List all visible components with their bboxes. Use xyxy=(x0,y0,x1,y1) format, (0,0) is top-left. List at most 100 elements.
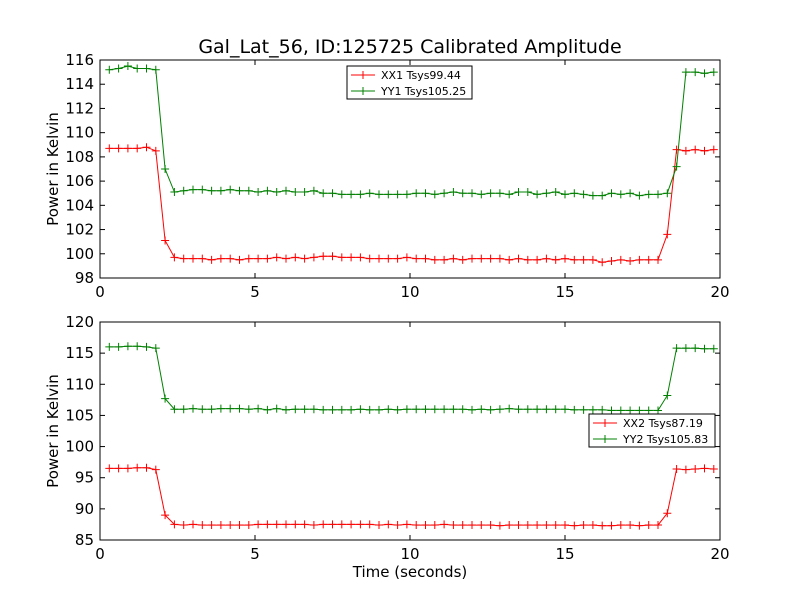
data-point xyxy=(207,255,216,264)
data-point xyxy=(244,521,253,530)
data-point xyxy=(105,144,114,153)
data-point xyxy=(654,406,662,415)
data-point xyxy=(291,405,300,414)
data-point xyxy=(151,65,160,74)
data-point xyxy=(486,521,495,530)
data-point xyxy=(607,521,616,530)
data-point xyxy=(700,69,709,78)
data-point xyxy=(663,189,672,198)
data-point xyxy=(607,189,616,198)
data-point xyxy=(477,254,486,263)
data-point xyxy=(142,64,151,73)
data-point xyxy=(654,521,662,530)
data-point xyxy=(179,521,188,530)
data-point xyxy=(542,189,551,198)
data-point xyxy=(533,190,542,199)
data-point xyxy=(542,254,551,263)
data-point xyxy=(486,405,495,414)
y-tick-label: 102 xyxy=(65,221,94,239)
data-point xyxy=(570,405,579,414)
y-tick-label: 104 xyxy=(65,196,94,214)
data-point xyxy=(263,405,272,414)
data-point xyxy=(207,186,216,195)
x-tick-label: 10 xyxy=(400,283,419,301)
data-point xyxy=(672,344,681,353)
y-axis-label: Power in Kelvin xyxy=(44,112,62,226)
data-point xyxy=(226,185,235,194)
data-point xyxy=(216,404,225,413)
data-point xyxy=(533,255,542,264)
x-tick-label: 5 xyxy=(250,545,260,563)
data-point xyxy=(505,190,514,199)
data-point xyxy=(635,255,644,264)
data-point xyxy=(291,520,300,529)
data-point xyxy=(579,405,588,414)
y-tick-label: 110 xyxy=(65,375,94,393)
data-point xyxy=(468,521,476,530)
data-point xyxy=(254,404,263,413)
y-tick-label: 100 xyxy=(65,245,94,263)
data-point xyxy=(337,520,346,529)
data-point xyxy=(244,254,253,263)
data-point xyxy=(495,405,504,414)
data-point xyxy=(635,406,644,415)
data-point xyxy=(179,254,188,263)
data-point xyxy=(570,521,579,530)
data-point xyxy=(216,521,225,530)
data-point xyxy=(133,342,142,351)
data-point xyxy=(709,464,718,473)
data-point xyxy=(328,252,337,261)
legend-box xyxy=(588,413,716,448)
data-point xyxy=(421,254,430,263)
data-point xyxy=(254,520,263,529)
data-point xyxy=(440,255,449,264)
data-point xyxy=(421,189,430,198)
data-point xyxy=(412,254,421,263)
data-point xyxy=(151,465,160,474)
data-point xyxy=(161,394,170,403)
chart-title: Gal_Lat_56, ID:125725 Calibrated Amplitu… xyxy=(198,36,621,58)
data-point xyxy=(393,405,402,414)
data-point xyxy=(123,342,132,351)
data-point xyxy=(458,189,467,198)
data-point xyxy=(607,406,616,415)
data-point xyxy=(179,405,188,414)
data-point xyxy=(458,405,467,414)
data-point xyxy=(365,189,374,198)
data-point xyxy=(644,521,653,530)
data-point xyxy=(226,521,235,530)
data-point xyxy=(477,521,486,530)
data-point xyxy=(356,520,365,529)
legend: XX2 Tsys87.19 YY2 Tsys105.83 xyxy=(588,413,716,448)
data-point xyxy=(254,188,263,197)
data-point xyxy=(272,253,281,262)
data-point xyxy=(421,405,430,414)
data-point xyxy=(551,405,560,414)
data-point xyxy=(505,255,514,264)
x-tick-label: 15 xyxy=(555,283,574,301)
data-point xyxy=(598,258,607,267)
data-point xyxy=(402,253,411,262)
data-point xyxy=(579,190,588,199)
data-point xyxy=(551,188,560,197)
data-point xyxy=(626,189,635,198)
data-point xyxy=(626,521,635,530)
data-point xyxy=(179,186,188,195)
data-point xyxy=(681,344,690,353)
data-point xyxy=(468,254,476,263)
data-point xyxy=(440,405,449,414)
legend-label: XX1 Tsys99.44 xyxy=(381,69,461,82)
data-point xyxy=(161,511,170,520)
data-point xyxy=(114,144,123,153)
data-point xyxy=(319,252,328,261)
data-point xyxy=(263,520,272,529)
data-point xyxy=(663,391,672,400)
data-point xyxy=(300,520,309,529)
data-point xyxy=(421,521,430,530)
x-tick-label: 0 xyxy=(95,545,105,563)
data-point xyxy=(449,405,458,414)
data-point xyxy=(300,405,309,414)
y-tick-label: 116 xyxy=(65,51,94,69)
data-point xyxy=(709,68,718,77)
data-point xyxy=(542,521,551,530)
